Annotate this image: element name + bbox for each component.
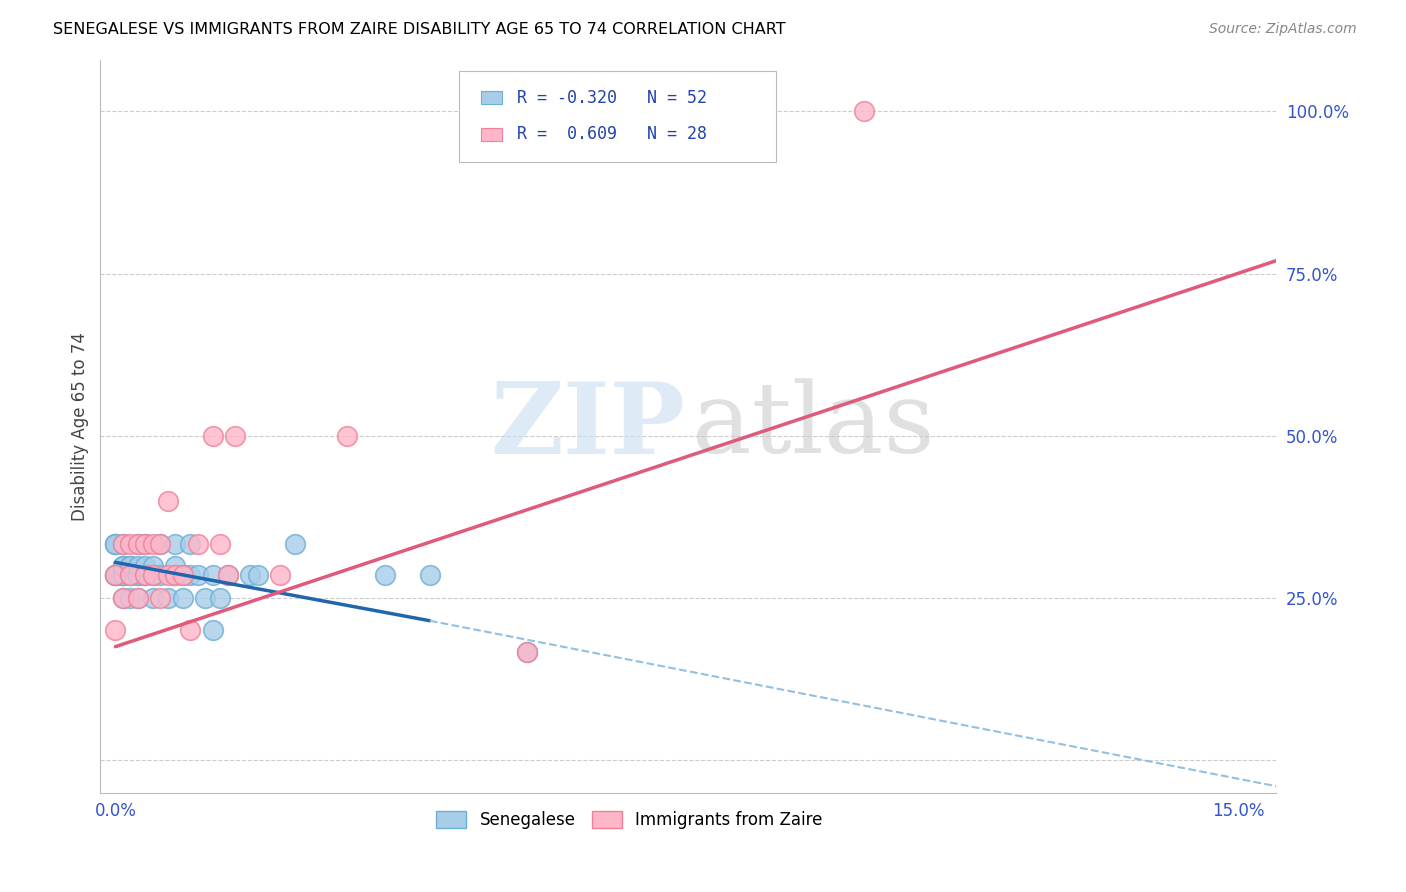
- Y-axis label: Disability Age 65 to 74: Disability Age 65 to 74: [72, 332, 89, 521]
- Point: [179, 567, 201, 582]
- Point: [374, 567, 396, 582]
- Point: [120, 567, 142, 582]
- Point: [217, 567, 239, 582]
- Point: [134, 567, 156, 582]
- Point: [111, 558, 134, 573]
- Point: [156, 591, 179, 605]
- Point: [201, 567, 224, 582]
- Point: [165, 567, 187, 582]
- Point: [165, 558, 187, 573]
- Point: [142, 558, 165, 573]
- Text: Source: ZipAtlas.com: Source: ZipAtlas.com: [1209, 22, 1357, 37]
- FancyBboxPatch shape: [458, 70, 776, 162]
- Point: [269, 567, 291, 582]
- Point: [111, 591, 134, 605]
- Point: [127, 537, 149, 551]
- Text: atlas: atlas: [692, 378, 935, 474]
- Point: [516, 645, 538, 659]
- Point: [120, 567, 142, 582]
- Point: [172, 567, 194, 582]
- Point: [172, 591, 194, 605]
- Point: [104, 624, 127, 638]
- Point: [111, 567, 134, 582]
- Point: [104, 567, 127, 582]
- Point: [127, 591, 149, 605]
- Point: [134, 558, 156, 573]
- Point: [104, 567, 127, 582]
- Point: [179, 624, 201, 638]
- Point: [142, 567, 165, 582]
- Point: [134, 567, 156, 582]
- Point: [209, 537, 232, 551]
- Point: [187, 567, 209, 582]
- Point: [853, 104, 876, 119]
- Point: [516, 645, 538, 659]
- Point: [172, 567, 194, 582]
- Point: [104, 567, 127, 582]
- Point: [142, 591, 165, 605]
- Point: [111, 537, 134, 551]
- Point: [104, 537, 127, 551]
- Point: [194, 591, 217, 605]
- Point: [187, 537, 209, 551]
- Point: [284, 537, 307, 551]
- Text: R = -0.320   N = 52: R = -0.320 N = 52: [516, 88, 707, 107]
- Point: [239, 567, 262, 582]
- Point: [120, 567, 142, 582]
- Point: [246, 567, 269, 582]
- Point: [149, 591, 172, 605]
- Point: [111, 567, 134, 582]
- Point: [134, 537, 156, 551]
- Text: SENEGALESE VS IMMIGRANTS FROM ZAIRE DISABILITY AGE 65 TO 74 CORRELATION CHART: SENEGALESE VS IMMIGRANTS FROM ZAIRE DISA…: [53, 22, 786, 37]
- Legend: Senegalese, Immigrants from Zaire: Senegalese, Immigrants from Zaire: [429, 804, 830, 836]
- Point: [224, 429, 246, 443]
- Point: [165, 567, 187, 582]
- Point: [149, 537, 172, 551]
- Point: [104, 537, 127, 551]
- Text: ZIP: ZIP: [489, 377, 685, 475]
- Point: [111, 558, 134, 573]
- Point: [149, 537, 172, 551]
- Point: [120, 591, 142, 605]
- Text: R =  0.609   N = 28: R = 0.609 N = 28: [516, 126, 707, 144]
- Point: [111, 558, 134, 573]
- Point: [149, 567, 172, 582]
- Point: [156, 493, 179, 508]
- Point: [419, 567, 441, 582]
- FancyBboxPatch shape: [481, 128, 502, 141]
- Point: [336, 429, 359, 443]
- Point: [120, 558, 142, 573]
- Point: [127, 567, 149, 582]
- Point: [156, 567, 179, 582]
- Point: [111, 567, 134, 582]
- Point: [111, 591, 134, 605]
- Point: [120, 558, 142, 573]
- Point: [217, 567, 239, 582]
- FancyBboxPatch shape: [481, 91, 502, 104]
- Point: [165, 537, 187, 551]
- Point: [179, 537, 201, 551]
- Point: [111, 537, 134, 551]
- Point: [104, 567, 127, 582]
- Point: [120, 537, 142, 551]
- Point: [127, 567, 149, 582]
- Point: [104, 537, 127, 551]
- Point: [127, 591, 149, 605]
- Point: [201, 429, 224, 443]
- Point: [134, 537, 156, 551]
- Point: [127, 537, 149, 551]
- Point: [142, 567, 165, 582]
- Point: [209, 591, 232, 605]
- Point: [201, 624, 224, 638]
- Point: [127, 558, 149, 573]
- Point: [142, 537, 165, 551]
